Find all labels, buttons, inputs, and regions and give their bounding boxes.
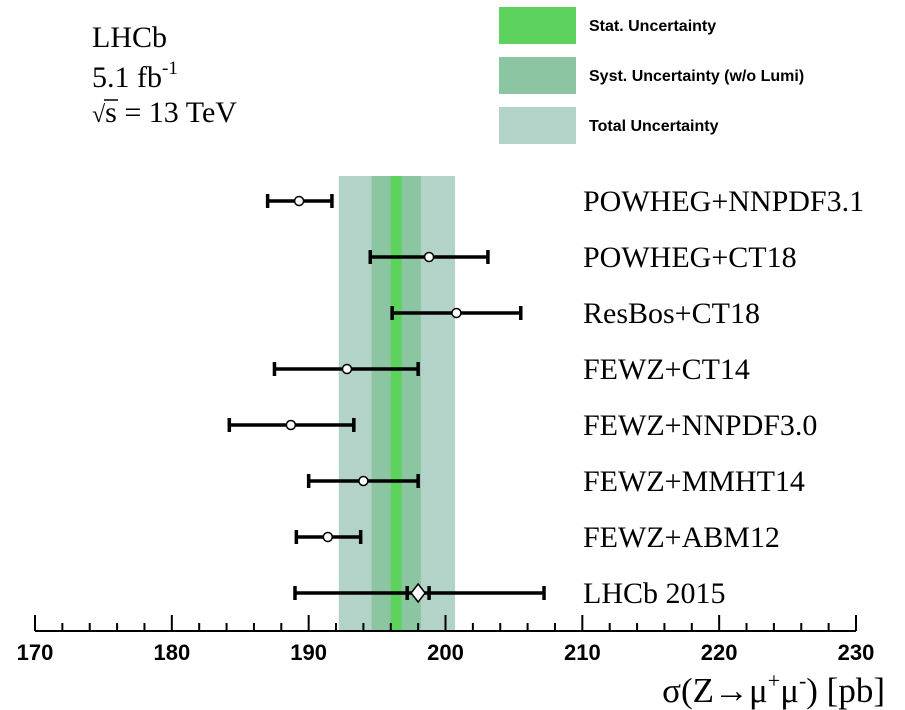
prediction-point <box>265 194 334 208</box>
prediction-label: POWHEG+NNPDF3.1 <box>583 185 864 218</box>
x-tick-label: 180 <box>153 640 190 665</box>
luminosity: 5.1 fb-1 <box>92 58 178 94</box>
x-axis-tick-labels: 170 180 190 200 210 220 230 <box>17 640 875 665</box>
prediction-point <box>306 474 420 488</box>
experiment-name: LHCb <box>92 21 167 54</box>
circle-marker <box>358 475 369 487</box>
circle-marker <box>322 531 334 543</box>
legend-label: Syst. Uncertainty (w/o Lumi) <box>589 68 804 85</box>
prediction-label: LHCb 2015 <box>583 577 726 610</box>
x-tick-label: 230 <box>838 640 875 665</box>
x-axis-label: σ(Z→μ+μ-) [pb] <box>662 668 885 710</box>
prediction-label: FEWZ+NNPDF3.0 <box>583 409 817 442</box>
x-axis-ticks <box>34 615 857 631</box>
circle-marker <box>341 363 353 375</box>
x-tick-label: 170 <box>17 640 54 665</box>
legend-label: Stat. Uncertainty <box>589 18 716 35</box>
experiment-info: LHCb 5.1 fb-1 √s = 13 TeV <box>92 21 237 129</box>
prediction-label: FEWZ+CT14 <box>583 353 750 386</box>
prediction-point <box>294 530 363 544</box>
x-tick-label: 190 <box>290 640 327 665</box>
prediction-point <box>293 582 546 604</box>
legend-label: Total Uncertainty <box>589 118 719 135</box>
circle-marker <box>423 251 435 263</box>
legend: Stat. Uncertainty Syst. Uncertainty (w/o … <box>499 7 804 144</box>
circle-marker <box>293 195 305 207</box>
prediction-label: ResBos+CT18 <box>583 297 760 330</box>
prediction-point <box>390 306 523 320</box>
prediction-label: FEWZ+MMHT14 <box>583 465 805 498</box>
diamond-marker <box>410 582 427 604</box>
legend-swatch <box>499 7 576 44</box>
uncertainty-bands <box>338 176 456 631</box>
x-tick-label: 220 <box>701 640 738 665</box>
prediction-labels: POWHEG+NNPDF3.1 POWHEG+CT18 ResBos+CT18 FEW… <box>583 185 864 610</box>
prediction-label: POWHEG+CT18 <box>583 241 797 274</box>
prediction-point <box>368 250 490 264</box>
prediction-label: FEWZ+ABM12 <box>583 521 780 554</box>
x-tick-label: 200 <box>427 640 464 665</box>
predictions <box>227 194 546 604</box>
legend-swatch <box>499 107 576 144</box>
prediction-point <box>272 362 420 376</box>
prediction-point <box>227 418 356 432</box>
circle-marker <box>285 419 297 431</box>
x-tick-label: 210 <box>564 640 601 665</box>
energy: √s = 13 TeV <box>92 96 237 129</box>
legend-swatch <box>499 57 576 94</box>
x-axis: 170 180 190 200 210 220 230 σ(Z→μ+μ-) [pb] <box>17 615 885 710</box>
circle-marker <box>451 307 462 319</box>
stat-uncertainty-band <box>390 176 402 631</box>
